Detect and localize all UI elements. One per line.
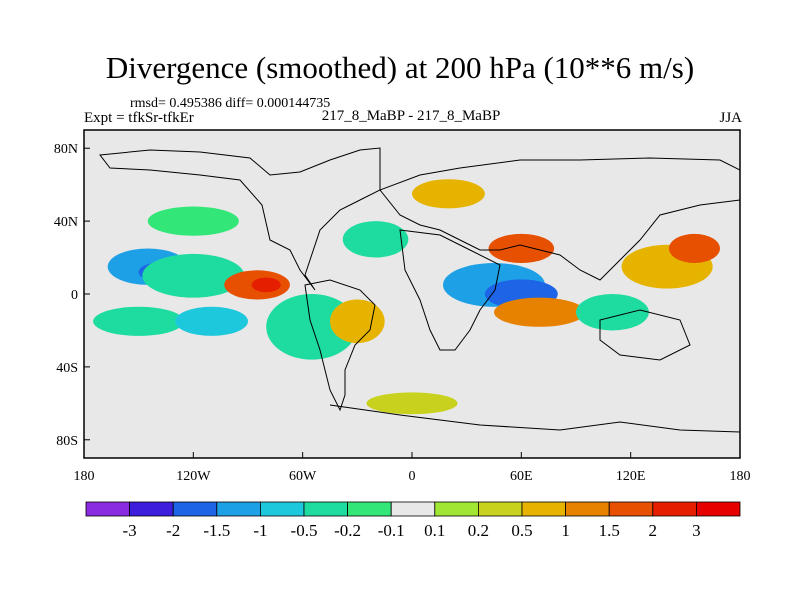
run-label: 217_8_MaBP - 217_8_MaBP	[321, 108, 501, 124]
contour-blob-11	[488, 233, 555, 264]
x-tick-label-1: 120W	[176, 469, 211, 484]
antarctica-outline	[329, 404, 740, 433]
colorbar-label-0: -3	[123, 521, 137, 540]
y-tick-label-1: 40N	[54, 215, 78, 230]
colorbar-swatch-4	[259, 501, 305, 517]
colorbar-swatch-11	[565, 501, 610, 517]
eurasia-outline	[379, 157, 740, 281]
experiment-label: Expt = tfkSr-tfkEr	[84, 110, 194, 126]
colorbar-swatch-10	[521, 501, 566, 517]
colorbar-swatch-6	[347, 501, 392, 517]
colorbar-swatch-0	[85, 501, 130, 517]
contour-blob-15	[576, 294, 649, 331]
colorbar-swatch-1	[129, 501, 174, 517]
colorbar-label-1: -2	[166, 521, 180, 540]
chart-title: Divergence (smoothed) at 200 hPa (10**6 …	[105, 50, 695, 85]
colorbar-label-12: 2	[649, 521, 658, 540]
south-america-outline	[304, 279, 376, 412]
colorbar-swatch-14	[696, 501, 741, 517]
colorbar-swatch-12	[608, 501, 654, 517]
colorbar-swatch-2	[172, 501, 218, 517]
contour-blob-4	[251, 277, 281, 293]
season-label: JJA	[719, 110, 742, 126]
colorbar-swatch-5	[303, 501, 348, 517]
contour-blob-5	[93, 306, 185, 336]
x-tick-label-0: 180	[74, 469, 95, 484]
contour-blob-2	[142, 253, 245, 298]
australia-outline	[599, 309, 691, 361]
colorbar-label-13: 3	[692, 521, 701, 540]
contour-blob-14	[668, 233, 720, 264]
x-tick-label-4: 60E	[510, 469, 533, 484]
colorbar-swatch-13	[652, 501, 697, 517]
colorbar-swatch-8	[434, 501, 479, 517]
colorbar-label-10: 1	[561, 521, 570, 540]
colorbar-label-4: -0.5	[291, 521, 318, 540]
africa-outline	[399, 229, 501, 351]
contour-blob-18	[147, 206, 239, 236]
colorbar: -3 -2 -1.5 -1 -0.5 -0.2 -0.1 0.1 0.2 0.5 1 1.5 2 3	[85, 501, 741, 540]
x-axis: 180 120W 60W 0 60E 120E 180	[74, 452, 751, 484]
y-tick-label-0: 80N	[54, 142, 78, 157]
colorbar-label-8: 0.2	[468, 521, 489, 540]
x-tick-label-3: 0	[409, 469, 416, 484]
coastline-outline	[99, 147, 740, 433]
y-axis: 80N 40N 0 40S 80S	[54, 142, 90, 449]
x-tick-label-5: 120E	[616, 469, 646, 484]
north-america-outline	[99, 147, 381, 291]
contour-blob-6	[175, 306, 248, 336]
x-tick-label-6: 180	[730, 469, 751, 484]
stats-line: rmsd= 0.495386 diff= 0.000144735	[130, 96, 331, 111]
contour-blob-8	[330, 299, 385, 344]
colorbar-label-9: 0.5	[511, 521, 532, 540]
colorbar-label-3: -1	[253, 521, 267, 540]
x-tick-label-2: 60W	[289, 469, 317, 484]
colorbar-swatch-9	[477, 501, 523, 517]
colorbar-swatch-7	[390, 501, 436, 517]
contour-blob-12	[494, 297, 586, 327]
y-tick-label-2: 0	[71, 288, 78, 303]
colorbar-swatch-3	[216, 501, 261, 517]
colorbar-label-6: -0.1	[378, 521, 405, 540]
y-tick-label-4: 80S	[56, 434, 78, 449]
colorbar-label-11: 1.5	[599, 521, 620, 540]
colorbar-label-2: -1.5	[203, 521, 230, 540]
colorbar-label-7: 0.1	[424, 521, 445, 540]
colorbar-label-5: -0.2	[334, 521, 361, 540]
y-tick-label-3: 40S	[56, 361, 78, 376]
contour-blob-16	[342, 221, 409, 258]
contour-blob-19	[412, 179, 485, 209]
contour-blob-17	[366, 392, 458, 415]
